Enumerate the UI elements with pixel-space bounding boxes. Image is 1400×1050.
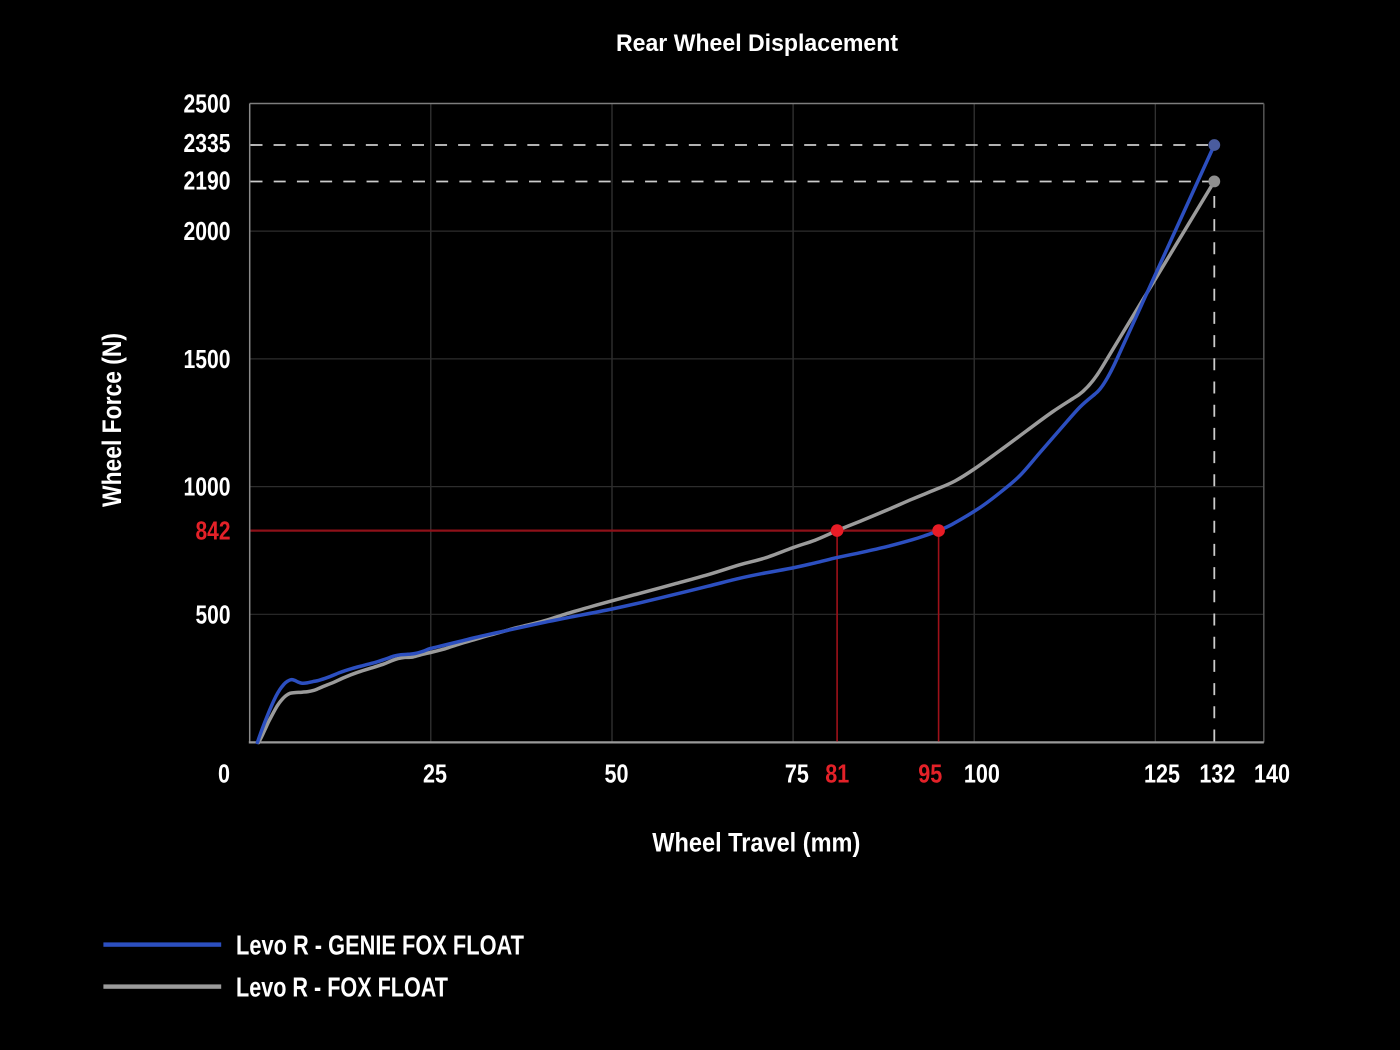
svg-text:81: 81 [825, 759, 849, 789]
svg-text:140: 140 [1254, 759, 1290, 789]
svg-text:Levo R - FOX FLOAT: Levo R - FOX FLOAT [236, 972, 448, 1003]
svg-text:50: 50 [605, 759, 629, 789]
svg-text:75: 75 [785, 759, 809, 789]
svg-text:1000: 1000 [184, 472, 231, 502]
svg-text:2000: 2000 [184, 216, 231, 246]
svg-text:Wheel Force (N): Wheel Force (N) [97, 333, 127, 507]
svg-text:132: 132 [1199, 759, 1235, 789]
svg-text:842: 842 [196, 516, 231, 546]
svg-text:500: 500 [196, 599, 231, 629]
svg-text:0: 0 [218, 759, 230, 789]
svg-text:95: 95 [918, 759, 942, 789]
svg-text:25: 25 [423, 759, 447, 789]
svg-text:125: 125 [1144, 759, 1180, 789]
svg-text:2190: 2190 [184, 166, 231, 196]
svg-text:Wheel Travel (mm): Wheel Travel (mm) [652, 828, 860, 858]
svg-text:2335: 2335 [184, 128, 231, 158]
svg-text:Levo R - GENIE FOX FLOAT: Levo R - GENIE FOX FLOAT [236, 930, 524, 961]
svg-text:1500: 1500 [184, 344, 231, 374]
svg-text:Rear Wheel Displacement: Rear Wheel Displacement [616, 30, 898, 57]
svg-text:2500: 2500 [184, 88, 231, 118]
svg-text:100: 100 [964, 759, 1000, 789]
